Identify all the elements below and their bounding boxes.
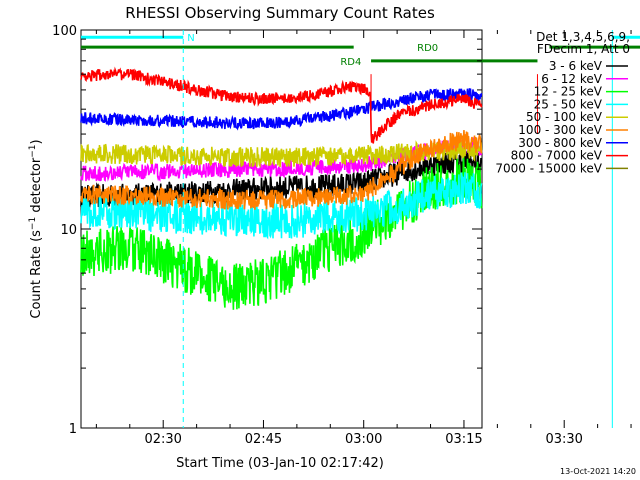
series-line	[80, 136, 483, 183]
legend-entry-label: 3 - 6 keV	[549, 59, 603, 73]
x-tick-label: 02:45	[245, 432, 282, 447]
legend-header-line1: Det 1,3,4,5,6,9,	[536, 30, 630, 44]
x-tick-label: 03:15	[445, 432, 482, 447]
series-line	[80, 66, 483, 144]
legend-entry-label: 800 - 7000 keV	[511, 149, 603, 163]
legend-entry-label: 6 - 12 keV	[541, 72, 603, 86]
legend-entry-label: 50 - 100 keV	[526, 110, 603, 124]
y-tick-label: 1	[69, 422, 77, 437]
mode-annotation: RD4	[340, 57, 361, 68]
legend-entry-label: 25 - 50 keV	[534, 97, 603, 111]
y-axis-label: Count Rate (s−1 detector−1)	[28, 139, 44, 318]
series-layer	[80, 66, 483, 310]
y-axis: 1 10 100	[52, 24, 482, 437]
mode-bars-layer	[81, 35, 640, 63]
legend-entry-label: 100 - 300 keV	[518, 123, 602, 137]
vertical-markers-layer	[182, 30, 613, 428]
mode-annotation: N	[187, 33, 194, 44]
legend-entry-label: 300 - 800 keV	[518, 136, 602, 150]
legend-entry-label: 12 - 25 keV	[534, 85, 603, 99]
series-line	[80, 172, 483, 240]
x-axis-label: Start Time (03-Jan-10 02:17:42)	[176, 456, 384, 471]
x-tick-label: 03:00	[345, 432, 382, 447]
series-line	[80, 88, 483, 131]
footer-timestamp: 13-Oct-2021 14:20	[560, 467, 636, 476]
legend: Det 1,3,4,5,6,9, FDecim 1, Att 0 3 - 6 k…	[495, 30, 630, 175]
mode-annotation: RD0	[417, 43, 438, 54]
legend-entry-label: 7000 - 15000 keV	[495, 161, 602, 175]
y-tick-label: 10	[60, 223, 77, 238]
annotations-layer: N RD0 RD4	[187, 33, 438, 68]
x-tick-label: 03:30	[545, 432, 582, 447]
legend-header-line2: FDecim 1, Att 0	[537, 42, 630, 56]
chart-title: RHESSI Observing Summary Count Rates	[125, 4, 435, 22]
x-tick-label: 02:30	[144, 432, 181, 447]
y-tick-label: 100	[52, 24, 77, 39]
series-line	[80, 130, 483, 210]
